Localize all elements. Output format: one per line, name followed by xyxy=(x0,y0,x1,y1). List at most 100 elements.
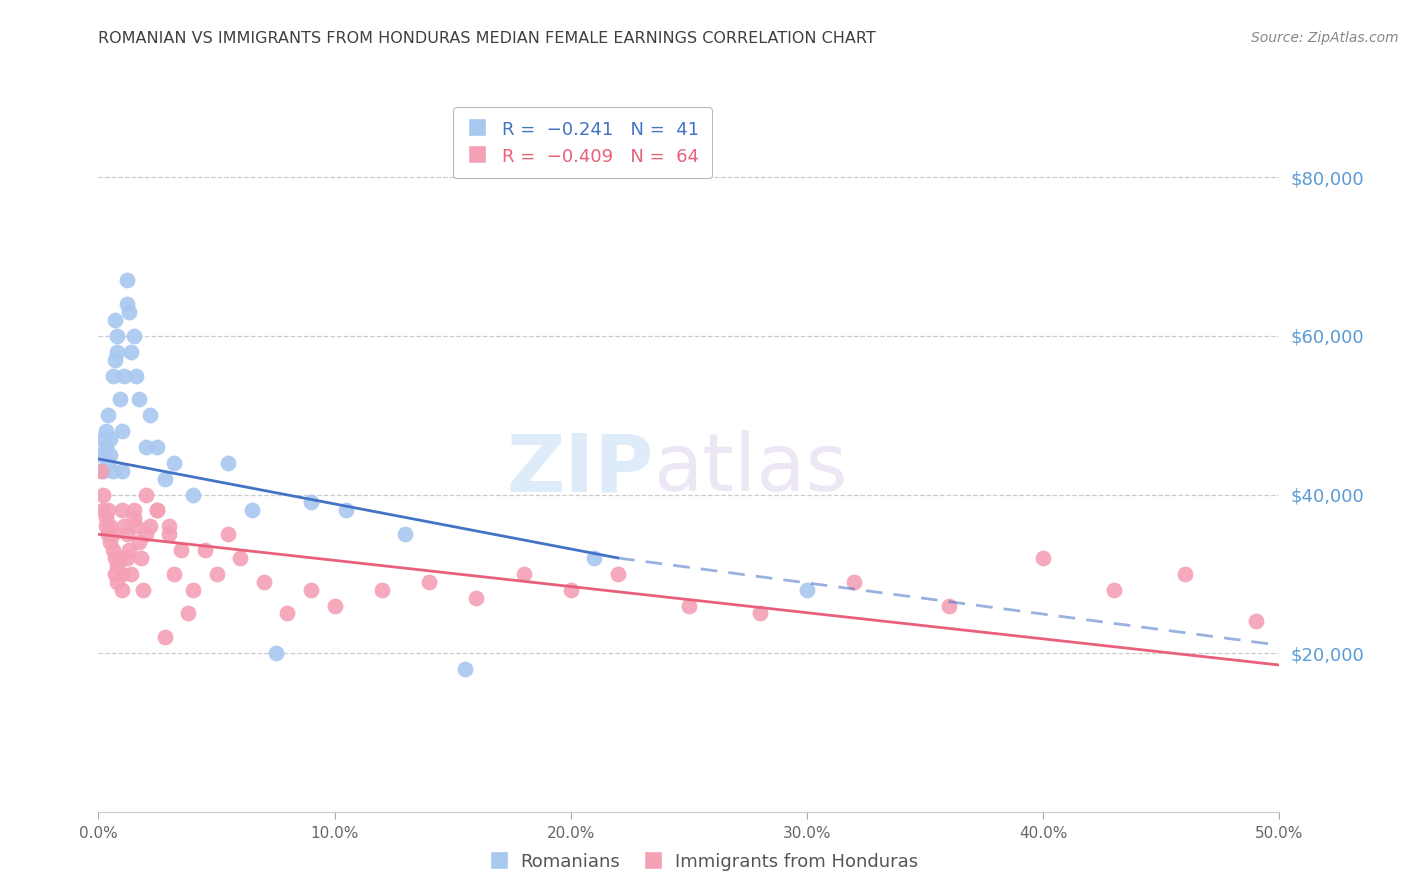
Point xyxy=(115,273,138,287)
Point xyxy=(607,566,630,581)
Point xyxy=(115,297,138,311)
Point xyxy=(97,527,120,541)
Point xyxy=(91,432,114,446)
Legend: Romanians, Immigrants from Honduras: Romanians, Immigrants from Honduras xyxy=(481,845,925,879)
Point xyxy=(98,535,121,549)
Point xyxy=(146,503,169,517)
Point xyxy=(105,558,128,573)
Point xyxy=(453,662,475,676)
Point xyxy=(98,432,121,446)
Text: ROMANIAN VS IMMIGRANTS FROM HONDURAS MEDIAN FEMALE EARNINGS CORRELATION CHART: ROMANIAN VS IMMIGRANTS FROM HONDURAS MED… xyxy=(98,31,876,46)
Point xyxy=(323,599,346,613)
Point xyxy=(94,511,117,525)
Point xyxy=(394,527,416,541)
Point xyxy=(153,630,176,644)
Point xyxy=(583,551,606,566)
Point xyxy=(104,313,127,327)
Point xyxy=(678,599,700,613)
Point xyxy=(418,574,440,589)
Point xyxy=(796,582,818,597)
Point xyxy=(104,352,127,367)
Point xyxy=(90,448,112,462)
Point xyxy=(125,368,148,383)
Point xyxy=(512,566,534,581)
Point xyxy=(118,543,141,558)
Point xyxy=(97,409,120,423)
Point xyxy=(1174,566,1197,581)
Point xyxy=(264,646,287,660)
Point xyxy=(170,543,193,558)
Point xyxy=(157,527,180,541)
Point xyxy=(112,368,135,383)
Point xyxy=(121,344,143,359)
Point xyxy=(128,392,150,407)
Point xyxy=(91,464,114,478)
Point xyxy=(112,519,135,533)
Point xyxy=(217,527,239,541)
Point xyxy=(157,519,180,533)
Point xyxy=(105,574,128,589)
Point xyxy=(122,511,145,525)
Point xyxy=(1102,582,1125,597)
Point xyxy=(111,464,134,478)
Text: Source: ZipAtlas.com: Source: ZipAtlas.com xyxy=(1251,31,1399,45)
Point xyxy=(101,527,124,541)
Point xyxy=(121,566,143,581)
Point xyxy=(135,487,157,501)
Point xyxy=(111,566,134,581)
Point xyxy=(108,551,131,566)
Point xyxy=(118,305,141,319)
Point xyxy=(122,503,145,517)
Point xyxy=(335,503,357,517)
Point xyxy=(105,344,128,359)
Point xyxy=(371,582,394,597)
Point xyxy=(97,503,120,517)
Point xyxy=(101,368,124,383)
Point xyxy=(938,599,960,613)
Point xyxy=(217,456,239,470)
Point xyxy=(115,551,138,566)
Point xyxy=(1032,551,1054,566)
Point xyxy=(181,582,204,597)
Point xyxy=(299,582,322,597)
Point xyxy=(101,464,124,478)
Text: ZIP: ZIP xyxy=(506,430,654,508)
Point xyxy=(146,503,169,517)
Point xyxy=(105,329,128,343)
Point xyxy=(240,503,263,517)
Point xyxy=(844,574,866,589)
Point xyxy=(111,503,134,517)
Point xyxy=(108,392,131,407)
Point xyxy=(153,472,176,486)
Point xyxy=(111,582,134,597)
Point xyxy=(560,582,582,597)
Point xyxy=(205,566,228,581)
Point xyxy=(748,607,770,621)
Point xyxy=(139,519,162,533)
Point xyxy=(94,440,117,454)
Point xyxy=(135,440,157,454)
Point xyxy=(299,495,322,509)
Point xyxy=(91,487,114,501)
Point xyxy=(1244,615,1267,629)
Point xyxy=(104,566,127,581)
Point xyxy=(181,487,204,501)
Point xyxy=(94,519,117,533)
Point xyxy=(111,424,134,438)
Legend: R =  −0.241   N =  41, R =  −0.409   N =  64: R = −0.241 N = 41, R = −0.409 N = 64 xyxy=(453,107,711,178)
Point xyxy=(465,591,488,605)
Point xyxy=(194,543,217,558)
Point xyxy=(135,527,157,541)
Point xyxy=(91,503,114,517)
Point xyxy=(177,607,200,621)
Point xyxy=(104,551,127,566)
Point xyxy=(129,551,152,566)
Point xyxy=(132,582,155,597)
Point xyxy=(101,543,124,558)
Point xyxy=(122,329,145,343)
Point xyxy=(97,456,120,470)
Point xyxy=(98,519,121,533)
Point xyxy=(276,607,298,621)
Point xyxy=(90,464,112,478)
Point xyxy=(163,566,186,581)
